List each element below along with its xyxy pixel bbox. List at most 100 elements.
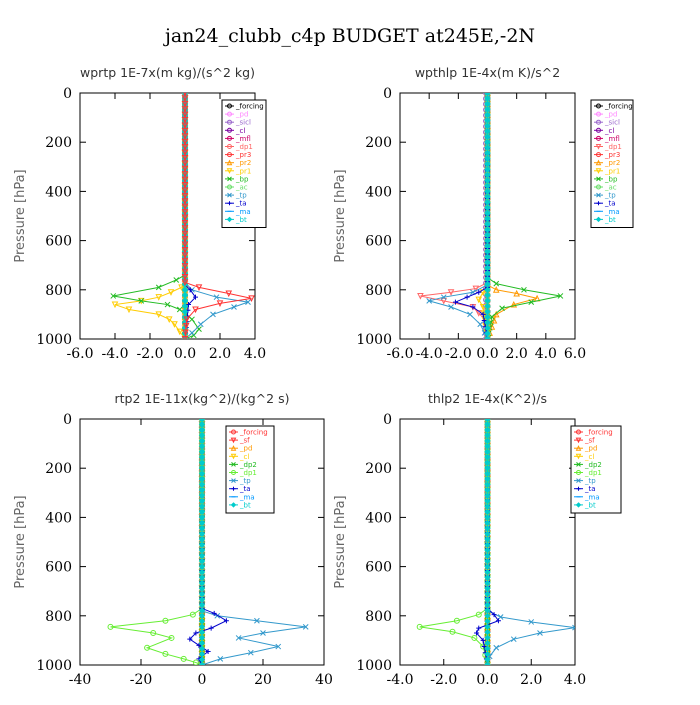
series-pr1-line [114, 93, 186, 339]
legend: _forcing_sf_pd_cl_dp2_dp1_tp_ta_ma_bt [225, 425, 275, 514]
legend-item-dp1-marker [231, 470, 236, 475]
legend-item-ac-label: _ac [604, 184, 617, 192]
legend-item-mfl-label: _mfl [604, 135, 620, 143]
legend-item-pd-marker [227, 111, 232, 117]
series-ta-point [223, 618, 229, 624]
legend-item-bt-marker [226, 216, 233, 223]
series-forcing2-point [181, 149, 189, 157]
x-tick-label: 0.0 [476, 346, 498, 362]
x-tick-label: 4.0 [535, 346, 557, 362]
legend-item-pr1-label: _pr1 [235, 167, 251, 175]
series-forcing2-point [181, 198, 189, 205]
y-tick-label: 1000 [356, 658, 392, 674]
series-bt-point [484, 661, 491, 665]
series-tp-point [217, 655, 224, 662]
series-ta-point [211, 610, 217, 616]
legend-item-tp-marker [576, 478, 581, 483]
series-ta-point [495, 618, 501, 624]
legend-item-dp1-label: _dp1 [235, 143, 253, 151]
y-tick-label: 1000 [36, 658, 72, 674]
series-tp-point [245, 299, 251, 305]
legend-item-ac-label: _ac [235, 184, 248, 192]
x-tick-label: 4.0 [244, 346, 266, 362]
legend-item-dp2-label: _dp2 [239, 461, 257, 469]
legend-item-dp1-label: _dp1 [604, 143, 622, 151]
y-tick-label: 200 [45, 461, 72, 477]
series-forcing2-point [181, 95, 189, 103]
series-bp-point [528, 299, 535, 305]
legend-item-ma-label: _ma [604, 208, 620, 216]
series-forcing2-point [248, 295, 255, 303]
series-dp1-point [180, 655, 187, 662]
x-tick-label: -4.0 [102, 346, 129, 362]
legend-item-bp-marker [596, 176, 601, 182]
legend-item-cl-marker [227, 127, 232, 133]
x-tick-label: -2.0 [430, 672, 457, 688]
series-tp-point [213, 294, 220, 301]
legend-item-dp2-label: _dp2 [584, 461, 602, 469]
legend-item-pr2-marker [595, 159, 602, 166]
series-ta-point [470, 304, 476, 310]
legend-item-pd-marker [230, 445, 237, 451]
y-tick-label: 600 [45, 234, 72, 250]
series-pr1-point [171, 321, 178, 328]
series-ta-point [474, 630, 480, 636]
series-tp-point [448, 304, 454, 310]
legend-item-mfl-marker [227, 135, 232, 141]
series-forcing2-point [182, 322, 190, 330]
y-axis-label: Pressure [hPa] [13, 169, 28, 262]
legend-item-bt-label: _bt [604, 216, 616, 224]
legend-item-mfl-label: _mfl [235, 135, 251, 143]
legend-item-dp1-marker [227, 144, 232, 149]
figure-title: jan24_clubb_c4p BUDGET at245E,-2N [163, 25, 535, 47]
y-tick-label: 200 [365, 135, 392, 151]
y-tick-label: 0 [63, 86, 72, 102]
series-ta-point [476, 625, 482, 631]
legend-item-tp-marker [596, 192, 601, 198]
chart-panel-2: wpthlp 1E-4x(m K)/s^2 Pressure [hPa] 0 200 4… [333, 65, 634, 362]
legend-item-forcing-label: _forcing [604, 103, 633, 111]
series-pr1-point [155, 311, 163, 319]
series-forcing2-point [181, 144, 189, 151]
legend-item-forcing-marker [596, 103, 601, 109]
series-tp-point [235, 635, 242, 641]
legend-item-sf-label: _sf [584, 437, 595, 445]
y-axis-label: Pressure [hPa] [13, 495, 28, 588]
series-forcing2-point [181, 252, 189, 259]
series-ta-line [453, 93, 488, 339]
series-bp-point [190, 332, 197, 339]
chart-panel-1: wprtp 1E-7x(m kg)/(s^2 kg) Pressure [hPa]… [13, 65, 267, 362]
series-dp1-point [144, 644, 151, 651]
legend-item-bt-marker [575, 502, 582, 508]
series-forcing2-point [181, 279, 189, 287]
series-tp-line [487, 419, 575, 665]
y-tick-label: 600 [365, 560, 392, 576]
x-tick-label: -2.0 [137, 346, 164, 362]
series-bp-point [557, 293, 564, 299]
series-forcing2-point [181, 268, 189, 276]
series-ta-point [452, 299, 458, 305]
x-tick-label: -2.0 [445, 346, 472, 362]
series-bp-point [489, 314, 495, 320]
series-forcing2-point [181, 187, 189, 195]
series-forcing2-point [181, 133, 189, 140]
y-tick-label: 600 [45, 560, 72, 576]
series-ta-point [481, 644, 487, 650]
x-tick-label: 2.0 [506, 346, 528, 362]
series-ta-point [491, 612, 497, 618]
series-bp-point [138, 298, 145, 304]
series-forcing2-point [181, 165, 189, 173]
series-forcing2-point [181, 246, 189, 254]
series-tp-point [182, 93, 188, 96]
series-group [107, 419, 309, 665]
legend-item-ta-label: _ta [604, 200, 616, 208]
legend-item-tp-label: _tp [584, 477, 596, 485]
legend-item-ta-marker [576, 486, 581, 491]
legend-item-tp-label: _tp [604, 192, 616, 200]
x-tick-label: 20 [254, 672, 272, 688]
series-dp1-line [420, 93, 488, 339]
y-axis-label: Pressure [hPa] [333, 169, 348, 262]
x-tick-label: 0 [198, 672, 207, 688]
x-tick-label: -6.0 [387, 346, 414, 362]
x-tick-label: 2.0 [209, 346, 231, 362]
